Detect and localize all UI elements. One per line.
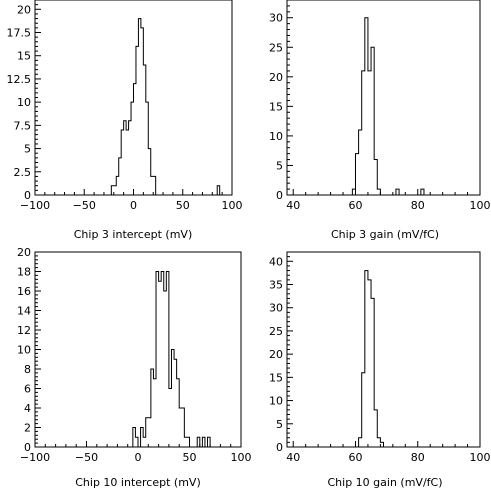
y-tick-label: 15 bbox=[269, 100, 283, 113]
x-tick-label: 50 bbox=[176, 199, 190, 212]
y-tick-label: 10 bbox=[269, 130, 283, 143]
y-tick-label: 35 bbox=[269, 279, 283, 292]
y-tick-label: 25 bbox=[269, 325, 283, 338]
plot-frame bbox=[34, 251, 242, 448]
chart-panel-1: −100 −50 0 50 100 0 2.5 5 7.5 10 12.5 15 17.5 20 Chip … bbox=[7, 0, 243, 241]
y-tick-label: 10 bbox=[17, 96, 31, 109]
y-tick-label: 16 bbox=[17, 285, 31, 298]
y-tick-label: 5 bbox=[276, 418, 283, 431]
y-tick-label: 10 bbox=[17, 344, 31, 357]
y-tick-label: 17.5 bbox=[7, 27, 32, 40]
x-tick-label: 40 bbox=[286, 451, 300, 464]
x-axis-label: Chip 3 gain (mV/fC) bbox=[331, 228, 439, 241]
y-tick-label: 25 bbox=[269, 41, 283, 54]
x-tick-label: 0 bbox=[130, 199, 137, 212]
x-tick-label: 100 bbox=[222, 199, 243, 212]
y-tick-label: 12.5 bbox=[7, 73, 32, 86]
x-axis-label: Chip 10 intercept (mV) bbox=[75, 476, 201, 489]
x-tick-label: −100 bbox=[20, 451, 50, 464]
y-tick-label: 15 bbox=[17, 50, 31, 63]
y-tick-label: 6 bbox=[24, 383, 31, 396]
x-tick-label: 40 bbox=[286, 199, 300, 212]
chart-panel-4: 40 60 80 100 0 5 10 15 20 25 30 35 40 Chip 10 gain (m… bbox=[269, 251, 491, 489]
y-tick-label: 2.5 bbox=[14, 166, 32, 179]
x-tick-label: 80 bbox=[411, 451, 425, 464]
x-tick-label: 60 bbox=[348, 451, 362, 464]
plot-frame bbox=[286, 0, 481, 196]
y-tick-label: 5 bbox=[276, 159, 283, 172]
histogram-series bbox=[358, 270, 387, 448]
x-tick-label: 100 bbox=[470, 199, 491, 212]
y-tick-label: 7.5 bbox=[14, 119, 32, 132]
x-tick-label: 80 bbox=[411, 199, 425, 212]
chart-panel-3: −100 −50 0 50 100 0 2 4 6 8 10 12 14 16 18 20 Chip 10 in… bbox=[17, 246, 252, 489]
x-axis-label: Chip 10 gain (mV/fC) bbox=[327, 476, 442, 489]
y-tick-label: 20 bbox=[269, 71, 283, 84]
y-tick-label: 2 bbox=[24, 422, 31, 435]
x-tick-label: −50 bbox=[75, 451, 98, 464]
histogram-series bbox=[132, 271, 216, 448]
y-tick-label: 0 bbox=[276, 189, 283, 202]
x-tick-label: 100 bbox=[231, 451, 252, 464]
x-tick-label: 100 bbox=[470, 451, 491, 464]
y-tick-label: 30 bbox=[269, 12, 283, 25]
x-tick-label: 0 bbox=[135, 451, 142, 464]
plot-frame bbox=[286, 251, 481, 448]
y-tick-label: 20 bbox=[17, 246, 31, 259]
x-tick-label: 60 bbox=[348, 199, 362, 212]
y-tick-label: 14 bbox=[17, 305, 31, 318]
y-tick-label: 10 bbox=[269, 395, 283, 408]
y-tick-label: 30 bbox=[269, 302, 283, 315]
y-tick-label: 18 bbox=[17, 266, 31, 279]
y-tick-label: 4 bbox=[24, 402, 31, 415]
x-tick-label: −50 bbox=[73, 199, 96, 212]
y-tick-label: 15 bbox=[269, 371, 283, 384]
chart-panel-2: 40 60 80 100 0 5 10 15 20 25 30 Chip 3 gain (mV/fC) bbox=[269, 0, 491, 241]
x-tick-label: 50 bbox=[183, 451, 197, 464]
y-tick-label: 20 bbox=[269, 348, 283, 361]
y-tick-label: 20 bbox=[17, 3, 31, 16]
histogram-series bbox=[349, 17, 431, 196]
x-tick-label: −100 bbox=[20, 199, 50, 212]
y-tick-label: 12 bbox=[17, 324, 31, 337]
y-tick-label: 40 bbox=[269, 255, 283, 268]
histogram-series bbox=[108, 18, 223, 196]
y-tick-label: 0 bbox=[24, 189, 31, 202]
y-tick-label: 8 bbox=[24, 363, 31, 376]
y-tick-label: 0 bbox=[276, 441, 283, 454]
y-tick-label: 5 bbox=[24, 143, 31, 156]
y-tick-label: 0 bbox=[24, 441, 31, 454]
x-axis-label: Chip 3 intercept (mV) bbox=[74, 228, 193, 241]
